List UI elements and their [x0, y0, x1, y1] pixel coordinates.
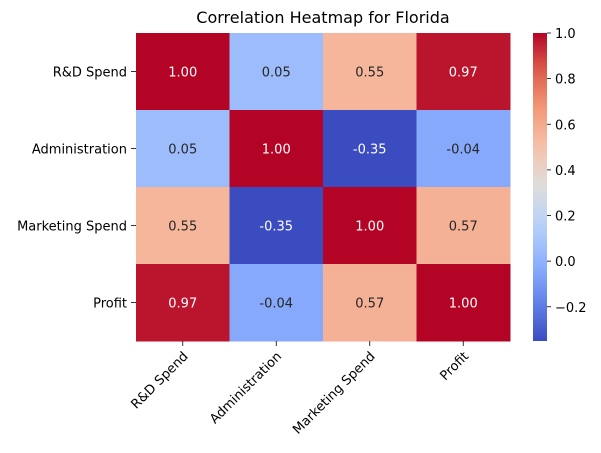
chart-title: Correlation Heatmap for Florida — [196, 8, 449, 27]
heatmap-cell — [416, 33, 511, 111]
cell-value-label: 1.00 — [262, 143, 291, 158]
heatmap-cell — [229, 264, 324, 342]
row-labels: R&D Spend Administration Marketing Spend Pr… — [17, 66, 136, 312]
colorbar-gradient — [533, 33, 547, 341]
heatmap-cell — [416, 264, 511, 342]
cell-value-label: 0.57 — [449, 220, 478, 235]
heatmap-cell — [136, 264, 230, 342]
cell-value-label: 0.55 — [355, 66, 384, 81]
cell-value-label: -0.35 — [353, 143, 387, 158]
cell-value-label: 0.97 — [449, 66, 478, 81]
heatmap-cell — [136, 33, 230, 111]
heatmap-cell — [229, 187, 324, 265]
heatmap-cell — [323, 187, 417, 265]
colorbar-tick-label: 0.2 — [555, 210, 576, 225]
heatmap-cell — [416, 110, 511, 188]
row-label: Profit — [93, 297, 127, 312]
column-label: Profit — [437, 349, 472, 384]
heatmap-cells: 1.00 0.05 0.55 0.97 0.05 1.00 -0.35 -0.04 0.55 -0… — [136, 33, 511, 342]
colorbar-tick-label: −0.2 — [555, 301, 587, 316]
heatmap-cell — [323, 264, 417, 342]
row-label: Marketing Spend — [17, 220, 127, 235]
column-label: R&D Spend — [128, 349, 191, 412]
cell-value-label: 1.00 — [355, 220, 384, 235]
column-label: Marketing Spend — [290, 349, 378, 437]
colorbar-tick-label: 0.4 — [555, 164, 576, 179]
heatmap-cell — [229, 33, 324, 111]
row-label: Administration — [32, 143, 127, 158]
colorbar-tick-label: 0.6 — [555, 118, 576, 133]
cell-value-label: 1.00 — [168, 66, 197, 81]
colorbar-tick-label: 0.0 — [555, 255, 576, 270]
column-label: Administration — [207, 349, 285, 427]
heatmap-cell — [136, 187, 230, 265]
heatmap-cell — [229, 110, 324, 188]
heatmap-cell — [323, 110, 417, 188]
cell-value-label: 1.00 — [449, 297, 478, 312]
row-label: R&D Spend — [53, 66, 127, 81]
cell-value-label: 0.97 — [168, 297, 197, 312]
heatmap-cell — [416, 187, 511, 265]
cell-value-label: -0.04 — [446, 143, 480, 158]
cell-value-label: 0.05 — [168, 143, 197, 158]
cell-value-label: 0.55 — [168, 220, 197, 235]
cell-value-label: -0.35 — [259, 220, 293, 235]
cell-value-label: 0.05 — [262, 66, 291, 81]
cell-value-label: 0.57 — [355, 297, 384, 312]
colorbar-tick-label: 0.8 — [555, 73, 576, 88]
colorbar: 1.0 0.8 0.6 0.4 0.2 0.0 −0.2 — [533, 27, 587, 341]
colorbar-tick-label: 1.0 — [555, 27, 576, 42]
cell-value-label: -0.04 — [259, 297, 293, 312]
column-labels: R&D Spend Administration Marketing Spend Pr… — [128, 341, 472, 438]
heatmap-cell — [323, 33, 417, 111]
heatmap-cell — [136, 110, 230, 188]
